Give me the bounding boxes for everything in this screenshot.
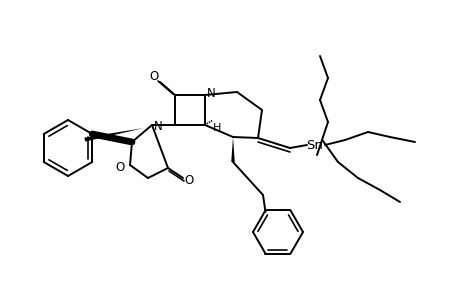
Text: N: N <box>153 119 162 133</box>
Text: O: O <box>115 160 124 173</box>
Polygon shape <box>84 128 144 142</box>
Text: O: O <box>184 173 193 187</box>
Polygon shape <box>231 137 234 162</box>
Text: Sn: Sn <box>306 139 323 152</box>
Text: H: H <box>213 123 221 133</box>
Text: N: N <box>206 86 215 100</box>
Text: O: O <box>149 70 158 83</box>
